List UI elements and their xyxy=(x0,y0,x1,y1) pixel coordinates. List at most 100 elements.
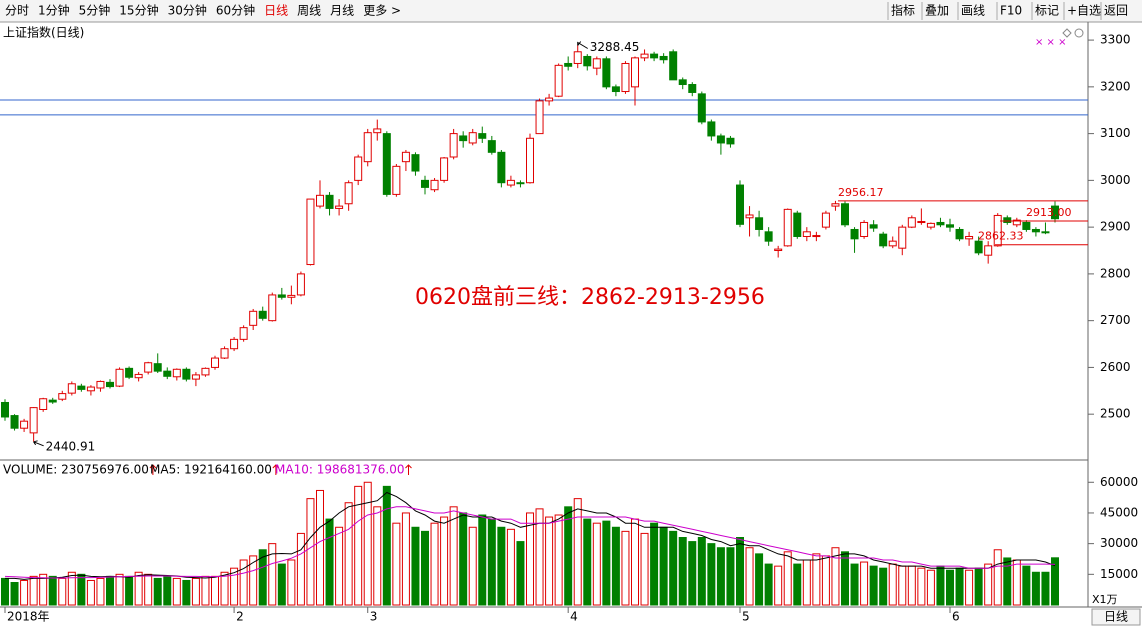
candle-body xyxy=(392,165,401,195)
candle-body xyxy=(564,62,573,67)
volume-bar xyxy=(48,575,57,606)
period-tab[interactable]: 周线 xyxy=(297,4,321,18)
volume-bar xyxy=(821,555,830,606)
volume-bar xyxy=(678,537,687,606)
volume-bar xyxy=(421,530,429,606)
candle-body xyxy=(239,327,248,340)
candle-body xyxy=(58,393,67,400)
period-tab[interactable]: 日线 xyxy=(264,4,288,18)
candle-body xyxy=(745,214,754,219)
candle-body xyxy=(688,84,697,93)
candle-body xyxy=(211,357,219,368)
period-tab[interactable]: 60分钟 xyxy=(216,3,255,18)
period-tab[interactable]: 月线 xyxy=(330,4,354,18)
volume-bar xyxy=(478,514,487,606)
candle-body xyxy=(67,383,76,394)
volume-bar xyxy=(373,506,382,606)
volume-bar xyxy=(869,565,878,606)
candle-body xyxy=(440,157,449,181)
volume-bar xyxy=(296,532,305,606)
volume-bar xyxy=(993,549,1002,606)
candle-body xyxy=(774,248,783,252)
volume-bar xyxy=(640,532,649,606)
volume-bar xyxy=(592,522,601,606)
candle-body xyxy=(77,385,86,390)
pane-icons[interactable] xyxy=(1062,28,1084,38)
candle-body xyxy=(716,135,725,144)
volume-bar xyxy=(611,526,620,606)
candle-body xyxy=(48,399,57,403)
volume-bar xyxy=(182,579,191,606)
x-tick-label: 6 xyxy=(952,610,960,624)
volume-bar xyxy=(96,577,105,606)
candle-body xyxy=(535,100,544,135)
period-tab[interactable]: 30分钟 xyxy=(168,3,207,18)
y-tick-label: 2900 xyxy=(1100,220,1131,234)
candle-body xyxy=(106,381,114,388)
period-box[interactable] xyxy=(1091,608,1141,626)
toolbar-button[interactable]: 指标 xyxy=(891,3,915,18)
volume-bar xyxy=(535,508,544,606)
toolbar-button[interactable]: 叠加 xyxy=(925,4,949,18)
period-tab[interactable]: 1分钟 xyxy=(38,3,70,18)
toolbar-button[interactable]: 标记 xyxy=(1035,4,1059,18)
volume-bar xyxy=(917,567,926,606)
y-tick-label: 15000 xyxy=(1100,567,1138,581)
annotation-leader xyxy=(577,41,588,49)
volume-bar xyxy=(163,575,172,606)
candle-body xyxy=(602,58,611,88)
candle-body xyxy=(526,137,534,184)
candle-body xyxy=(401,151,410,163)
candle-body xyxy=(153,363,162,372)
candle-body xyxy=(354,156,363,181)
volume-bar xyxy=(86,579,95,606)
level-label: 2956.17 xyxy=(838,186,884,199)
candle-body xyxy=(678,79,687,86)
candle-body xyxy=(144,362,153,373)
volume-bar xyxy=(335,526,344,606)
volume-bar xyxy=(946,569,954,606)
volume-bar xyxy=(258,549,267,606)
volume-bar xyxy=(583,518,592,606)
volume-bar xyxy=(306,498,315,606)
candle-body xyxy=(764,231,773,242)
volume-bar xyxy=(1003,557,1012,606)
volume-bar xyxy=(793,563,802,606)
volume-bar xyxy=(1,577,9,606)
volume-bar xyxy=(67,571,76,606)
period-tab[interactable]: 更多 > xyxy=(363,4,401,18)
volume-bar xyxy=(526,512,534,606)
trend-arrow xyxy=(272,464,280,475)
candle-body xyxy=(993,214,1002,247)
volume-bar xyxy=(440,516,449,606)
candle-body xyxy=(287,294,296,298)
volume-bar xyxy=(487,518,496,606)
volume-bar xyxy=(936,565,945,606)
candle-body xyxy=(20,420,29,429)
toolbar-button[interactable]: 返回 xyxy=(1104,4,1128,18)
y-tick-label: 2800 xyxy=(1100,266,1131,280)
volume-bar xyxy=(106,575,114,606)
candle-body xyxy=(869,224,878,229)
candle-body xyxy=(879,233,888,247)
candle-body xyxy=(907,217,916,228)
note: 0620盘前三线：2862-2913-2956 xyxy=(415,285,765,310)
volume-bar xyxy=(688,541,697,606)
toolbar-button[interactable]: F10 xyxy=(1000,4,1022,18)
candle-body xyxy=(926,222,935,228)
period-tab[interactable]: 15分钟 xyxy=(119,3,158,18)
toolbar-button[interactable]: 画线 xyxy=(961,4,985,18)
candle-body xyxy=(115,368,124,387)
period-tab[interactable]: 5分钟 xyxy=(79,3,111,18)
candle-body xyxy=(1,401,9,418)
period-tab[interactable]: 分时 xyxy=(5,4,29,18)
volume-bar xyxy=(1041,571,1050,606)
volume-bar xyxy=(363,481,372,606)
period-label[interactable]: 日线 xyxy=(1104,610,1128,624)
y-tick-label: 3200 xyxy=(1100,79,1131,93)
toolbar-button[interactable]: +自选 xyxy=(1067,4,1101,18)
volume-bar xyxy=(602,520,611,606)
candle-body xyxy=(936,221,945,226)
candle-body xyxy=(659,55,668,61)
candle-body xyxy=(1003,217,1012,223)
